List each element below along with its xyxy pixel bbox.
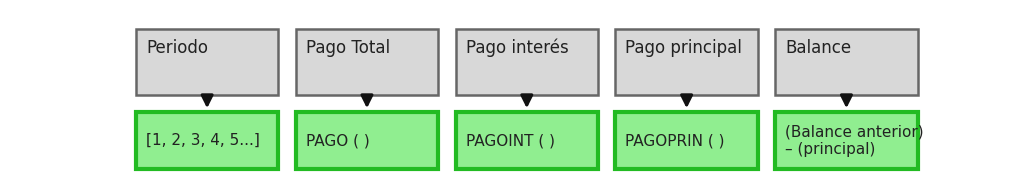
Text: Pago Total: Pago Total (306, 39, 390, 57)
FancyBboxPatch shape (615, 29, 758, 96)
FancyBboxPatch shape (775, 112, 918, 169)
Text: Pago interés: Pago interés (466, 39, 568, 57)
FancyBboxPatch shape (615, 112, 758, 169)
Text: PAGO ( ): PAGO ( ) (306, 133, 370, 148)
FancyBboxPatch shape (136, 112, 279, 169)
FancyBboxPatch shape (775, 29, 918, 96)
Text: (Balance anterior)
– (principal): (Balance anterior) – (principal) (785, 124, 924, 157)
Text: Periodo: Periodo (145, 39, 208, 57)
FancyBboxPatch shape (456, 29, 598, 96)
FancyBboxPatch shape (296, 29, 438, 96)
FancyBboxPatch shape (456, 112, 598, 169)
Text: PAGOPRIN ( ): PAGOPRIN ( ) (626, 133, 725, 148)
FancyBboxPatch shape (136, 29, 279, 96)
Text: PAGOINT ( ): PAGOINT ( ) (466, 133, 555, 148)
Text: [1, 2, 3, 4, 5...]: [1, 2, 3, 4, 5...] (145, 133, 260, 148)
FancyBboxPatch shape (296, 112, 438, 169)
Text: Balance: Balance (785, 39, 851, 57)
Text: Pago principal: Pago principal (626, 39, 742, 57)
